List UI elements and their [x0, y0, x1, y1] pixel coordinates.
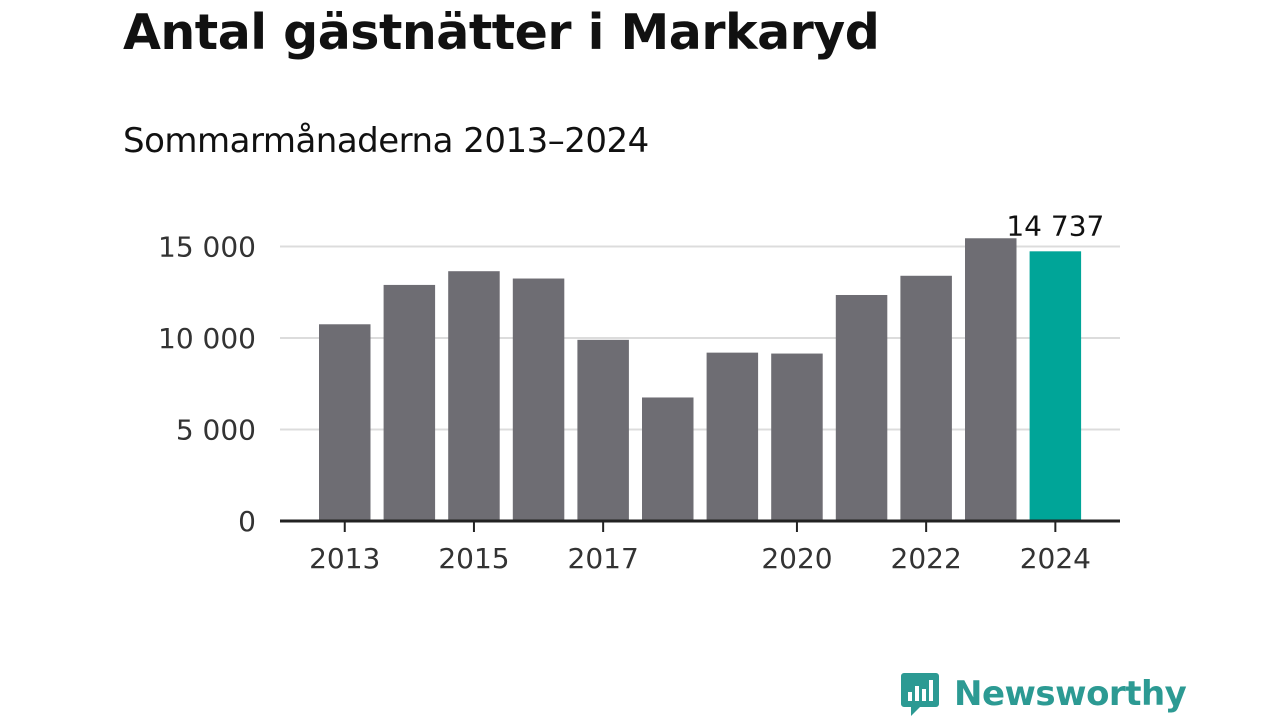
bar-2022	[900, 275, 952, 521]
x-tick-label: 2022	[891, 542, 962, 575]
bar-2019	[706, 352, 759, 521]
x-tick-label: 2020	[761, 542, 832, 575]
bar-2016	[512, 278, 565, 521]
bar-2020	[771, 353, 823, 521]
y-tick-label: 15 000	[158, 231, 256, 264]
bar-2013	[319, 324, 371, 521]
newsworthy-logo: Newsworthy	[900, 668, 1187, 720]
y-tick-label: 0	[238, 505, 256, 538]
brand-name: Newsworthy	[954, 674, 1187, 714]
axes	[280, 519, 1120, 532]
x-tick-label: 2015	[438, 542, 509, 575]
bar-2015	[448, 271, 500, 521]
bar-2017	[577, 339, 629, 521]
y-tick-label: 10 000	[158, 322, 256, 355]
bar-2018	[642, 397, 694, 521]
x-tick-label: 2017	[568, 542, 639, 575]
newsworthy-logo-icon	[901, 673, 939, 716]
chart-subtitle: Sommarmånaderna 2013–2024	[123, 121, 649, 161]
bars	[319, 238, 1082, 521]
x-tick-label: 2013	[309, 542, 380, 575]
x-tick-label: 2024	[1020, 542, 1091, 575]
chart-title: Antal gästnätter i Markaryd	[123, 4, 880, 61]
data-label: 14 737	[1006, 209, 1104, 242]
bar-2014	[383, 284, 436, 521]
bar-2024	[1029, 251, 1082, 521]
bar-2021	[835, 294, 888, 521]
bar-2023	[965, 238, 1017, 521]
y-tick-label: 5 000	[176, 414, 256, 447]
labels: 0 5 000 10 000 15 000 14 737 2013 2015 2017 2020…	[158, 209, 1104, 575]
